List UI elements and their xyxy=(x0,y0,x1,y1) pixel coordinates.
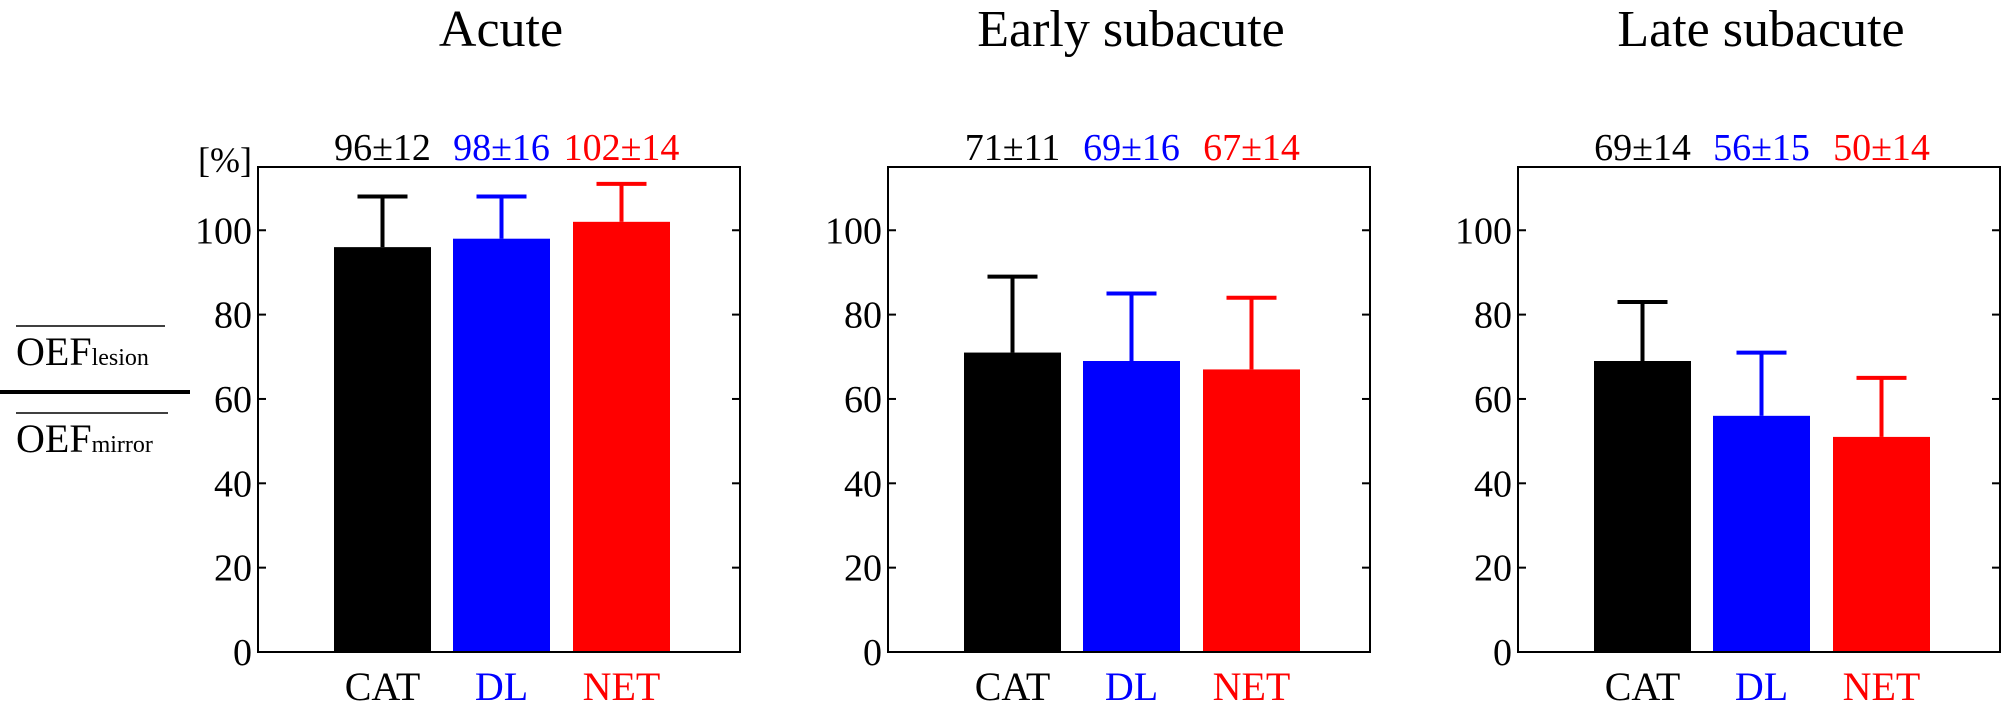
y-tick-label: 100 xyxy=(825,210,882,252)
bar-dl xyxy=(1083,361,1180,652)
y-tick-label: 60 xyxy=(844,379,882,421)
y-tick-label: 80 xyxy=(844,295,882,337)
bar-cat xyxy=(1594,361,1691,652)
denominator-main: OEF xyxy=(16,416,92,461)
y-tick-label: 40 xyxy=(1474,463,1512,505)
x-tick-label-net: NET xyxy=(1843,664,1921,709)
y-tick-label: 40 xyxy=(844,463,882,505)
panel-title: Early subacute xyxy=(977,1,1285,58)
y-tick-label: 20 xyxy=(1474,548,1512,590)
annotation-cat: 69±14 xyxy=(1594,127,1691,169)
y-label-numerator: OEFlesion xyxy=(16,329,149,374)
y-tick-label: 80 xyxy=(214,295,252,337)
y-tick-label: 100 xyxy=(195,210,252,252)
numerator-main: OEF xyxy=(16,329,92,374)
x-tick-label-cat: CAT xyxy=(1605,664,1681,709)
y-tick-label: 60 xyxy=(1474,379,1512,421)
plot-frame xyxy=(1517,166,2001,653)
x-tick-label-dl: DL xyxy=(1105,664,1158,709)
panel-1: Acute CAT 96±12 DL 98±16 NET 102±14 0 20 40 60 80 10… xyxy=(195,1,741,709)
annotation-dl: 56±15 xyxy=(1713,127,1810,169)
annotation-cat: 71±11 xyxy=(965,127,1060,169)
denominator-sub: mirror xyxy=(92,432,153,458)
annotation-dl: 98±16 xyxy=(453,127,550,169)
bar-cat xyxy=(964,352,1061,652)
x-tick-label-cat: CAT xyxy=(975,664,1051,709)
annotation-dl: 69±16 xyxy=(1083,127,1180,169)
annotation-net: 67±14 xyxy=(1203,127,1300,169)
numerator-sub: lesion xyxy=(92,345,149,371)
x-tick-label-net: NET xyxy=(583,664,661,709)
y-tick-label: 60 xyxy=(214,379,252,421)
annotation-net: 50±14 xyxy=(1833,127,1930,169)
annotation-net: 102±14 xyxy=(564,127,680,169)
panel-title: Late subacute xyxy=(1617,1,1904,58)
y-tick-label: 0 xyxy=(863,632,882,674)
y-tick-label: 20 xyxy=(844,548,882,590)
panels: Acute CAT 96±12 DL 98±16 NET 102±14 0 20 40 60 80 10… xyxy=(195,1,2001,709)
plot-frame xyxy=(257,166,741,653)
y-tick-label: 80 xyxy=(1474,295,1512,337)
bar-cat xyxy=(334,247,431,652)
annotation-cat: 96±12 xyxy=(334,127,431,169)
bar-net xyxy=(573,221,670,652)
plot-frame xyxy=(887,166,1371,653)
y-label-denominator: OEFmirror xyxy=(16,416,153,461)
x-tick-label-net: NET xyxy=(1213,664,1291,709)
panel-2: Early subacute CAT 71±11 DL 69±16 NET 67±14 0 20… xyxy=(825,1,1371,709)
x-tick-label-dl: DL xyxy=(475,664,528,709)
y-axis-label: OEFlesion OEFmirror xyxy=(0,325,190,461)
x-tick-label-cat: CAT xyxy=(345,664,421,709)
bar-dl xyxy=(1713,415,1810,652)
panel-3: Late subacute CAT 69±14 DL 56±15 NET 50±14 0 20 4… xyxy=(1455,1,2001,709)
bar-net xyxy=(1833,436,1930,652)
panel-title: Acute xyxy=(439,1,563,58)
y-tick-label: 100 xyxy=(1455,210,1512,252)
y-tick-label: 0 xyxy=(1493,632,1512,674)
y-tick-label: 0 xyxy=(233,632,252,674)
y-tick-label: 20 xyxy=(214,548,252,590)
y-tick-label: 40 xyxy=(214,463,252,505)
x-tick-label-dl: DL xyxy=(1735,664,1788,709)
bar-net xyxy=(1203,369,1300,652)
y-unit-label: [%] xyxy=(198,140,252,180)
bar-dl xyxy=(453,238,550,652)
